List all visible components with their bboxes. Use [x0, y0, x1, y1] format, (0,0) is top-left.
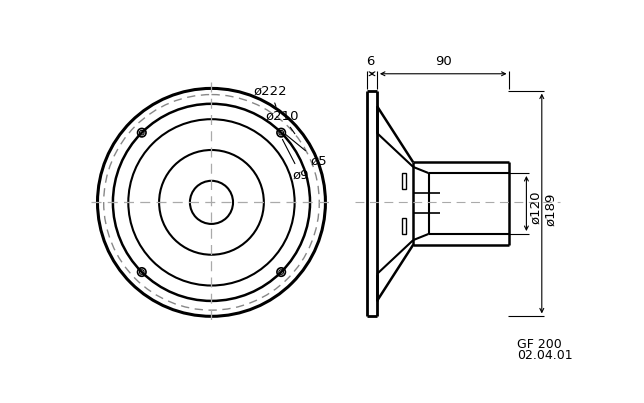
Text: ø120: ø120	[529, 191, 542, 224]
Bar	[402, 173, 406, 189]
Text: 90: 90	[435, 55, 451, 68]
Bar	[402, 218, 406, 234]
Text: 6: 6	[366, 55, 375, 69]
Text: ø210: ø210	[265, 109, 299, 134]
Text: ø5: ø5	[286, 135, 327, 168]
Text: ø189: ø189	[544, 193, 557, 226]
Text: ø222: ø222	[254, 85, 287, 106]
Text: ø9: ø9	[283, 139, 309, 182]
Text: 02.04.01: 02.04.01	[517, 349, 573, 362]
Text: GF 200: GF 200	[517, 338, 562, 351]
